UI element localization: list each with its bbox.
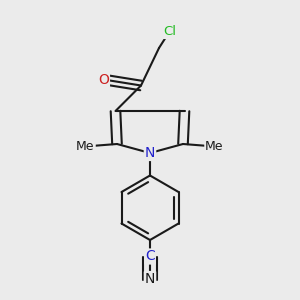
Text: Me: Me [205, 140, 224, 154]
Text: N: N [145, 146, 155, 160]
Text: N: N [145, 272, 155, 286]
Text: Cl: Cl [163, 25, 176, 38]
Text: O: O [98, 73, 109, 86]
Text: Me: Me [76, 140, 95, 154]
Text: C: C [145, 250, 155, 263]
